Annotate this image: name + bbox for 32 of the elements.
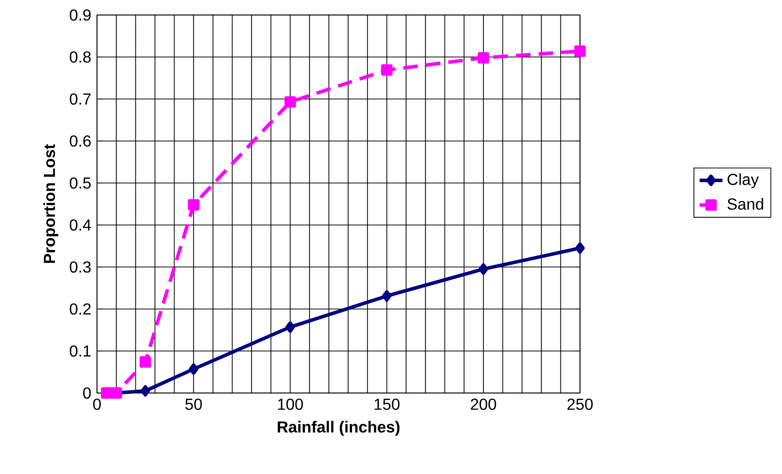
legend-label: Clay (728, 173, 759, 188)
y-tick-label: 0.5 (70, 177, 91, 189)
y-tick-label: 0.9 (70, 9, 91, 21)
y-axis-title: Proportion Lost (43, 144, 58, 263)
legend-label: Sand (728, 198, 764, 210)
point (382, 290, 392, 302)
point (574, 45, 586, 57)
point (478, 263, 488, 275)
point (478, 52, 490, 64)
y-tick-label: 0.1 (70, 345, 91, 357)
y-tick-label: 0.6 (70, 135, 91, 147)
point (140, 385, 150, 397)
point (140, 356, 152, 368)
x-tick-label: 250 (567, 398, 593, 410)
point (575, 242, 585, 254)
y-tick-label: 0.2 (70, 303, 91, 315)
x-axis-title: Rainfall (inches) (278, 420, 400, 436)
x-tick-label: 200 (470, 398, 496, 410)
y-tick-label: 0 (83, 387, 91, 399)
x-tick-label: 50 (185, 398, 202, 410)
point (284, 96, 296, 108)
point (381, 64, 393, 76)
point (285, 321, 295, 333)
x-tick-label: 0 (93, 398, 101, 410)
y-tick-label: 0.4 (70, 219, 91, 231)
y-tick-label: 0.8 (70, 51, 91, 63)
x-tick-label: 100 (278, 398, 303, 410)
y-tick-label: 0.3 (70, 261, 91, 273)
y-tick-label: 0.7 (70, 93, 91, 105)
point (188, 199, 200, 211)
x-tick-label: 150 (374, 398, 400, 410)
point (188, 363, 198, 375)
